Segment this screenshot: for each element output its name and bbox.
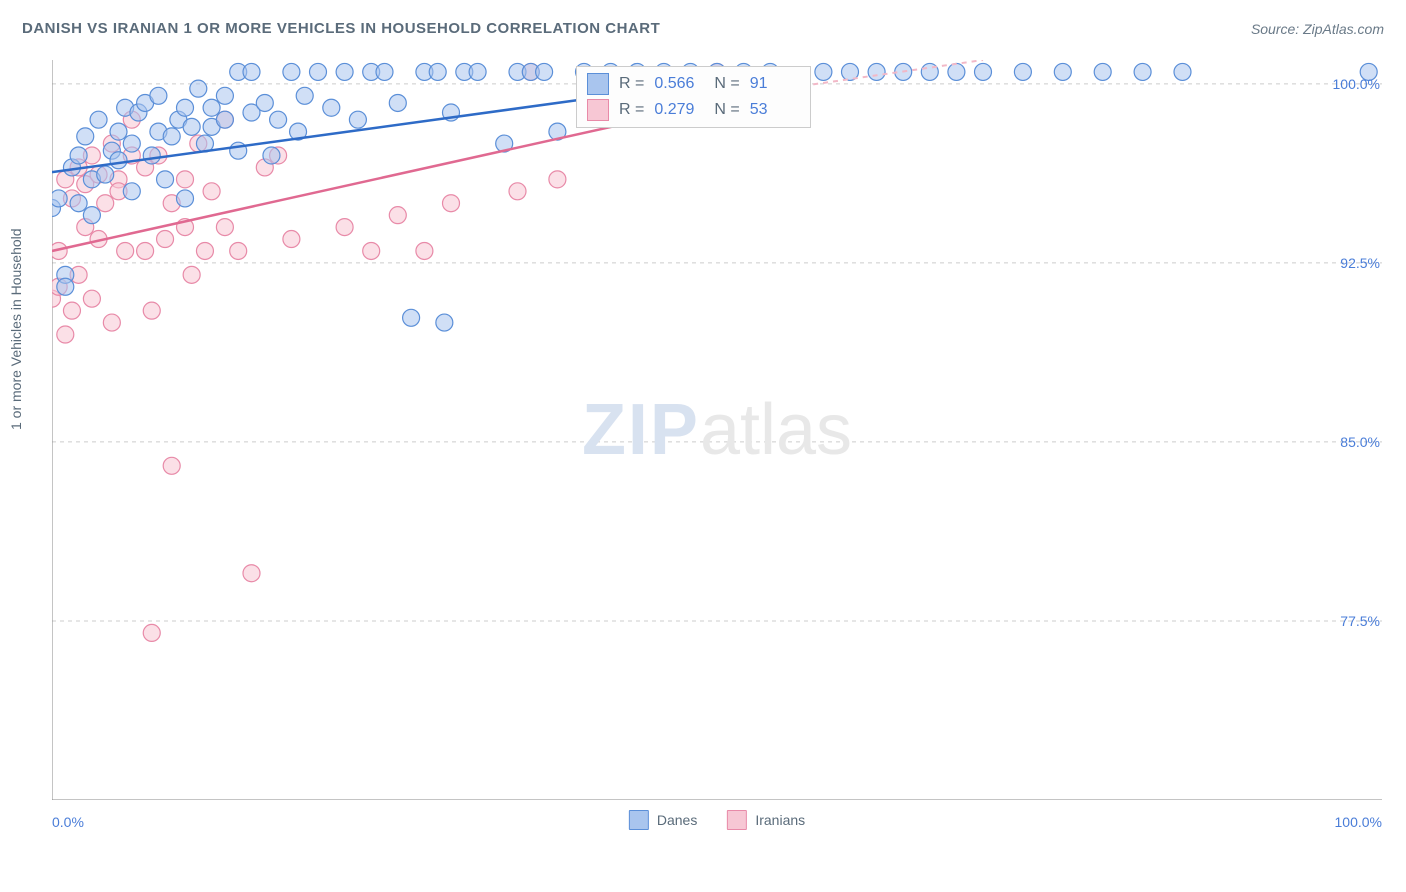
y-axis-label: 1 or more Vehicles in Household (8, 228, 24, 430)
y-tick-label: 100.0% (1333, 76, 1380, 92)
chart-title: DANISH VS IRANIAN 1 OR MORE VEHICLES IN … (22, 20, 660, 37)
legend-swatch-blue (629, 810, 649, 830)
n-label2: N = (714, 101, 739, 119)
stats-row-iranians: R = 0.279 N = 53 (587, 97, 800, 123)
legend: Danes Iranians (629, 810, 805, 830)
n-label: N = (714, 75, 739, 93)
stats-swatch-pink (587, 99, 609, 121)
stats-swatch-blue (587, 73, 609, 95)
iranians-r-value: 0.279 (654, 101, 704, 119)
y-tick-label: 77.5% (1340, 613, 1380, 629)
r-label: R = (619, 75, 644, 93)
legend-label-iranians: Iranians (755, 812, 805, 828)
stats-row-danes: R = 0.566 N = 91 (587, 71, 800, 97)
stats-box: R = 0.566 N = 91 R = 0.279 N = 53 (576, 66, 811, 128)
danes-n-value: 91 (750, 75, 800, 93)
chart-source: Source: ZipAtlas.com (1251, 21, 1384, 37)
chart-header: DANISH VS IRANIAN 1 OR MORE VEHICLES IN … (22, 20, 1384, 37)
x-axis-min-label: 0.0% (52, 814, 84, 830)
r-label2: R = (619, 101, 644, 119)
chart-area: ZIPatlas R = 0.566 N = 91 R = 0.279 N = … (52, 60, 1382, 800)
legend-item-iranians: Iranians (727, 810, 805, 830)
danes-r-value: 0.566 (654, 75, 704, 93)
y-tick-label: 92.5% (1340, 255, 1380, 271)
legend-label-danes: Danes (657, 812, 697, 828)
y-tick-label: 85.0% (1340, 434, 1380, 450)
legend-swatch-pink (727, 810, 747, 830)
legend-item-danes: Danes (629, 810, 697, 830)
scatter-plot (52, 60, 1382, 800)
iranians-n-value: 53 (750, 101, 800, 119)
x-axis-max-label: 100.0% (1335, 814, 1382, 830)
